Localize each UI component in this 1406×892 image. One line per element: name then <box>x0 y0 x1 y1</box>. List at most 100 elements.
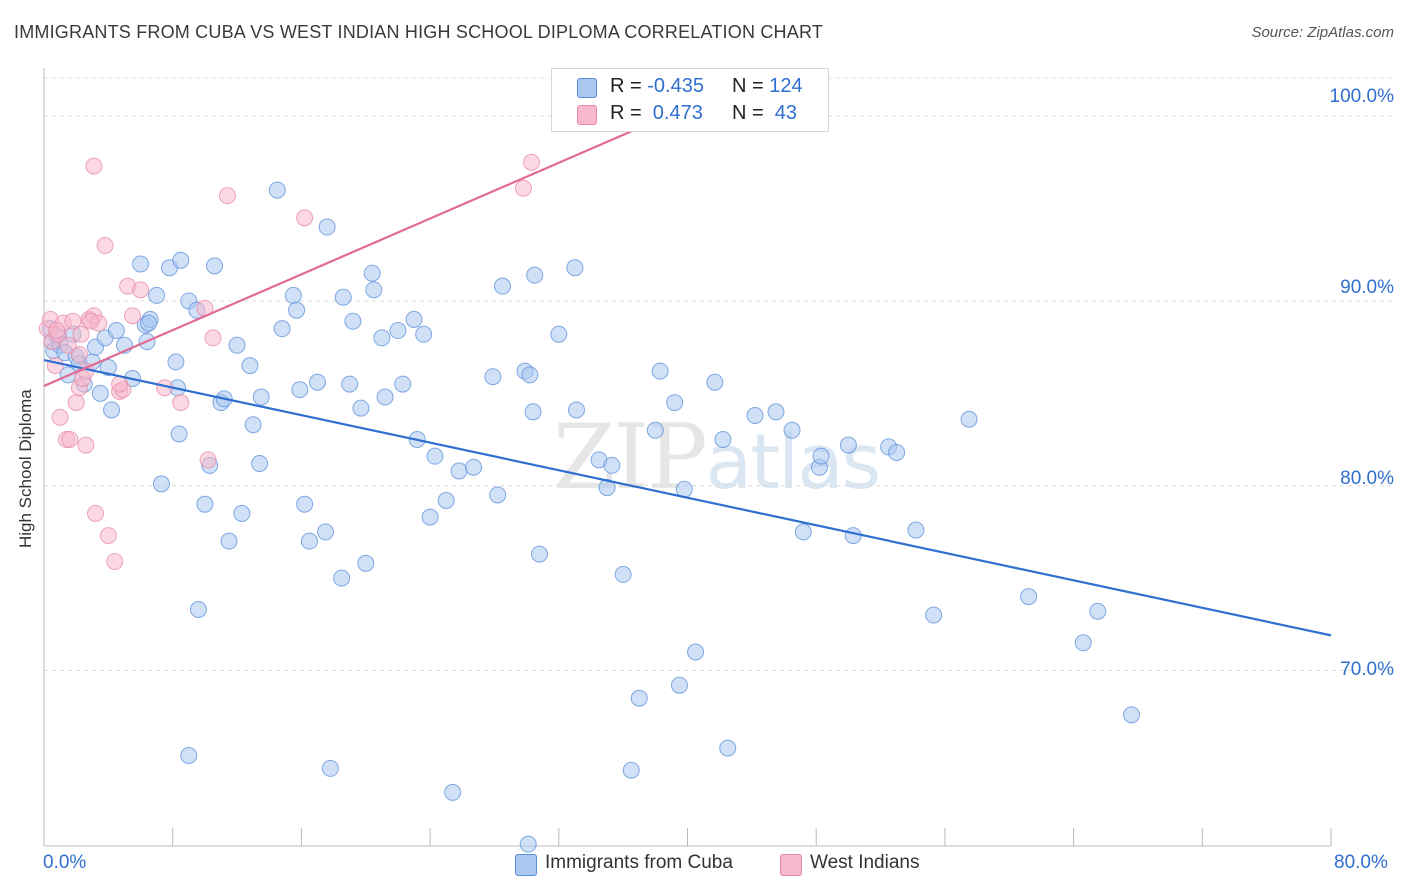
point-cuba-78 <box>524 403 542 421</box>
point-cuba-107 <box>907 521 925 539</box>
point-west-indians-30 <box>204 329 222 347</box>
legend-swatch-west-indians <box>577 105 597 125</box>
legend-n-west-indians: N = 43 <box>732 102 797 125</box>
point-cuba-73 <box>489 486 507 504</box>
chart-title: IMMIGRANTS FROM CUBA VS WEST INDIAN HIGH… <box>14 22 824 42</box>
point-west-indians-34 <box>514 179 532 197</box>
point-cuba-116 <box>321 759 339 777</box>
point-cuba-94 <box>706 373 724 391</box>
point-west-indians-12 <box>72 325 90 343</box>
point-west-indians-32 <box>218 187 236 205</box>
point-west-indians-28 <box>172 394 190 412</box>
point-cuba-97 <box>746 407 764 425</box>
x-tick-label-80: 80.0% <box>1334 852 1388 873</box>
point-cuba-44 <box>273 320 291 338</box>
point-cuba-27 <box>170 425 188 443</box>
point-cuba-40 <box>244 416 262 434</box>
point-cuba-23 <box>148 286 166 304</box>
point-cuba-68 <box>421 508 439 526</box>
y-tick-label-90: 90.0% <box>1340 277 1394 298</box>
point-west-indians-42 <box>77 436 95 454</box>
point-cuba-60 <box>365 281 383 299</box>
point-cuba-109 <box>960 410 978 428</box>
legend-r-label-west-indians: R = <box>610 102 642 124</box>
point-cuba-45 <box>284 286 302 304</box>
point-cuba-86 <box>614 565 632 583</box>
point-cuba-113 <box>1123 706 1141 724</box>
point-cuba-56 <box>344 312 362 330</box>
point-cuba-53 <box>333 569 351 587</box>
y-tick-label-80: 80.0% <box>1340 468 1394 489</box>
point-cuba-62 <box>376 388 394 406</box>
point-cuba-24 <box>152 475 170 493</box>
legend-n-value-west-indians: 43 <box>769 102 798 124</box>
point-cuba-74 <box>484 368 502 386</box>
point-cuba-46 <box>288 301 306 319</box>
point-cuba-70 <box>437 491 455 509</box>
legend-item-swatch-west-indians <box>780 854 802 876</box>
legend-n-label-cuba: N = <box>732 75 764 97</box>
point-cuba-90 <box>666 394 684 412</box>
point-west-indians-35 <box>522 153 540 171</box>
point-cuba-79 <box>526 266 544 284</box>
point-west-indians-5 <box>51 408 69 426</box>
point-cuba-31 <box>196 495 214 513</box>
legend-swatch-cuba <box>577 78 597 98</box>
point-cuba-71 <box>450 462 468 480</box>
point-cuba-102 <box>812 447 830 465</box>
point-cuba-119 <box>519 835 537 853</box>
point-west-indians-41 <box>59 336 77 354</box>
point-cuba-51 <box>317 523 335 541</box>
point-cuba-26 <box>167 353 185 371</box>
point-cuba-80 <box>530 545 548 563</box>
point-cuba-39 <box>241 357 259 375</box>
legend-r-label-cuba: R = <box>610 75 642 97</box>
point-west-indians-20 <box>99 527 117 545</box>
legend-r-value-cuba: -0.435 <box>647 75 704 97</box>
point-cuba-50 <box>308 373 326 391</box>
point-cuba-33 <box>206 257 224 275</box>
point-cuba-17 <box>107 322 125 340</box>
y-tick-label-100: 100.0% <box>1329 86 1394 107</box>
point-cuba-67 <box>415 325 433 343</box>
point-cuba-42 <box>252 388 270 406</box>
legend-item-label-west-indians: West Indians <box>810 852 920 873</box>
point-cuba-13 <box>91 384 109 402</box>
point-cuba-108 <box>925 606 943 624</box>
point-cuba-89 <box>651 362 669 380</box>
point-cuba-88 <box>646 421 664 439</box>
point-cuba-117 <box>444 783 462 801</box>
point-cuba-69 <box>426 447 444 465</box>
point-cuba-93 <box>687 643 705 661</box>
point-cuba-57 <box>352 399 370 417</box>
legend-r-value-west-indians: 0.473 <box>647 102 703 124</box>
point-cuba-16 <box>103 401 121 419</box>
point-cuba-49 <box>300 532 318 550</box>
point-cuba-41 <box>251 455 269 473</box>
point-cuba-115 <box>180 746 198 764</box>
point-cuba-65 <box>405 310 423 328</box>
point-cuba-72 <box>465 458 483 476</box>
legend-n-cuba: N = 124 <box>732 75 803 98</box>
point-west-indians-26 <box>132 281 150 299</box>
point-cuba-52 <box>318 218 336 236</box>
point-cuba-96 <box>719 739 737 757</box>
point-cuba-91 <box>670 676 688 694</box>
trendline-cuba <box>43 359 1332 637</box>
point-west-indians-40 <box>48 322 66 340</box>
point-cuba-15 <box>99 358 117 376</box>
legend-item-swatch-cuba <box>515 854 537 876</box>
point-cuba-122 <box>567 401 585 419</box>
legend-r-cuba: R = -0.435 <box>610 75 704 98</box>
legend-n-label-west-indians: N = <box>732 102 764 124</box>
x-tick-label-0: 0.0% <box>43 852 87 873</box>
point-cuba-59 <box>363 264 381 282</box>
correlation-legend: R = -0.435 N = 124 R = 0.473 N = 43 <box>551 68 829 132</box>
point-cuba-99 <box>783 421 801 439</box>
point-cuba-75 <box>493 277 511 295</box>
point-cuba-43 <box>268 181 286 199</box>
source-label: Source: ZipAtlas.com <box>1251 24 1394 41</box>
point-cuba-103 <box>839 436 857 454</box>
point-west-indians-17 <box>86 504 104 522</box>
y-tick-label-70: 70.0% <box>1340 659 1394 680</box>
